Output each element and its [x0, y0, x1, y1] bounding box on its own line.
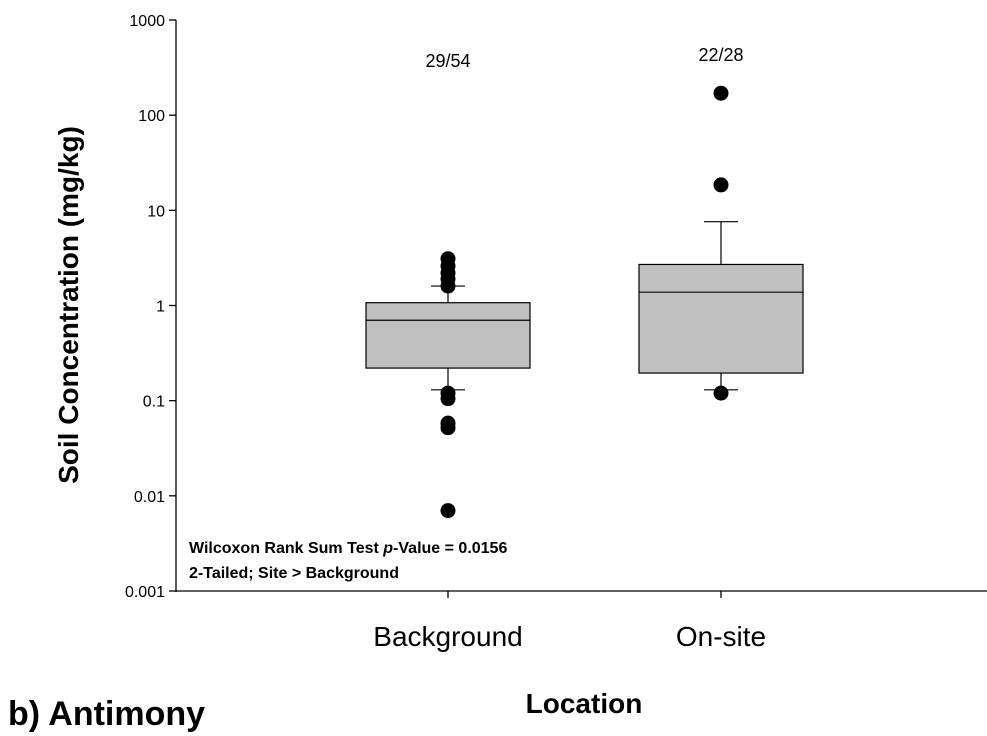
- outlier-point: [440, 391, 456, 407]
- x-tick-label: Background: [373, 621, 522, 652]
- outlier-point: [713, 85, 729, 101]
- y-tick-label: 0.001: [125, 584, 165, 601]
- test-note-p-italic: p: [382, 540, 393, 557]
- y-tick-label: 1000: [129, 13, 165, 30]
- y-tick-label: 1: [156, 299, 165, 316]
- y-tick-label: 0.1: [143, 394, 165, 411]
- outlier-point: [440, 503, 456, 519]
- x-tick-label: On-site: [676, 621, 766, 652]
- y-tick-label: 100: [138, 108, 165, 125]
- outlier-point: [713, 177, 729, 193]
- y-axis-title: Soil Concentration (mg/kg): [53, 126, 84, 484]
- outlier-point: [440, 420, 456, 436]
- test-note-line1: Wilcoxon Rank Sum Test p-Value = 0.0156: [189, 540, 507, 557]
- y-tick-label: 0.01: [134, 489, 165, 506]
- x-axis-title: Location: [526, 688, 643, 719]
- test-note-line2: 2-Tailed; Site > Background: [189, 565, 399, 582]
- outlier-point: [713, 385, 729, 401]
- y-tick-label: 10: [147, 203, 165, 220]
- plot-area: 0.001 0.01 0.1 1 10 100 1000 Background 29/54 On-…: [125, 13, 987, 652]
- iqr-box: [365, 302, 531, 369]
- test-note-suffix: -Value = 0.0156: [393, 540, 507, 557]
- outlier-point: [440, 278, 456, 294]
- detect-ratio-label: 22/28: [698, 45, 743, 65]
- detect-ratio-label: 29/54: [425, 51, 470, 71]
- test-note-prefix: Wilcoxon Rank Sum Test: [189, 540, 383, 557]
- panel-label: b) Antimony: [8, 695, 205, 733]
- iqr-box: [638, 263, 804, 374]
